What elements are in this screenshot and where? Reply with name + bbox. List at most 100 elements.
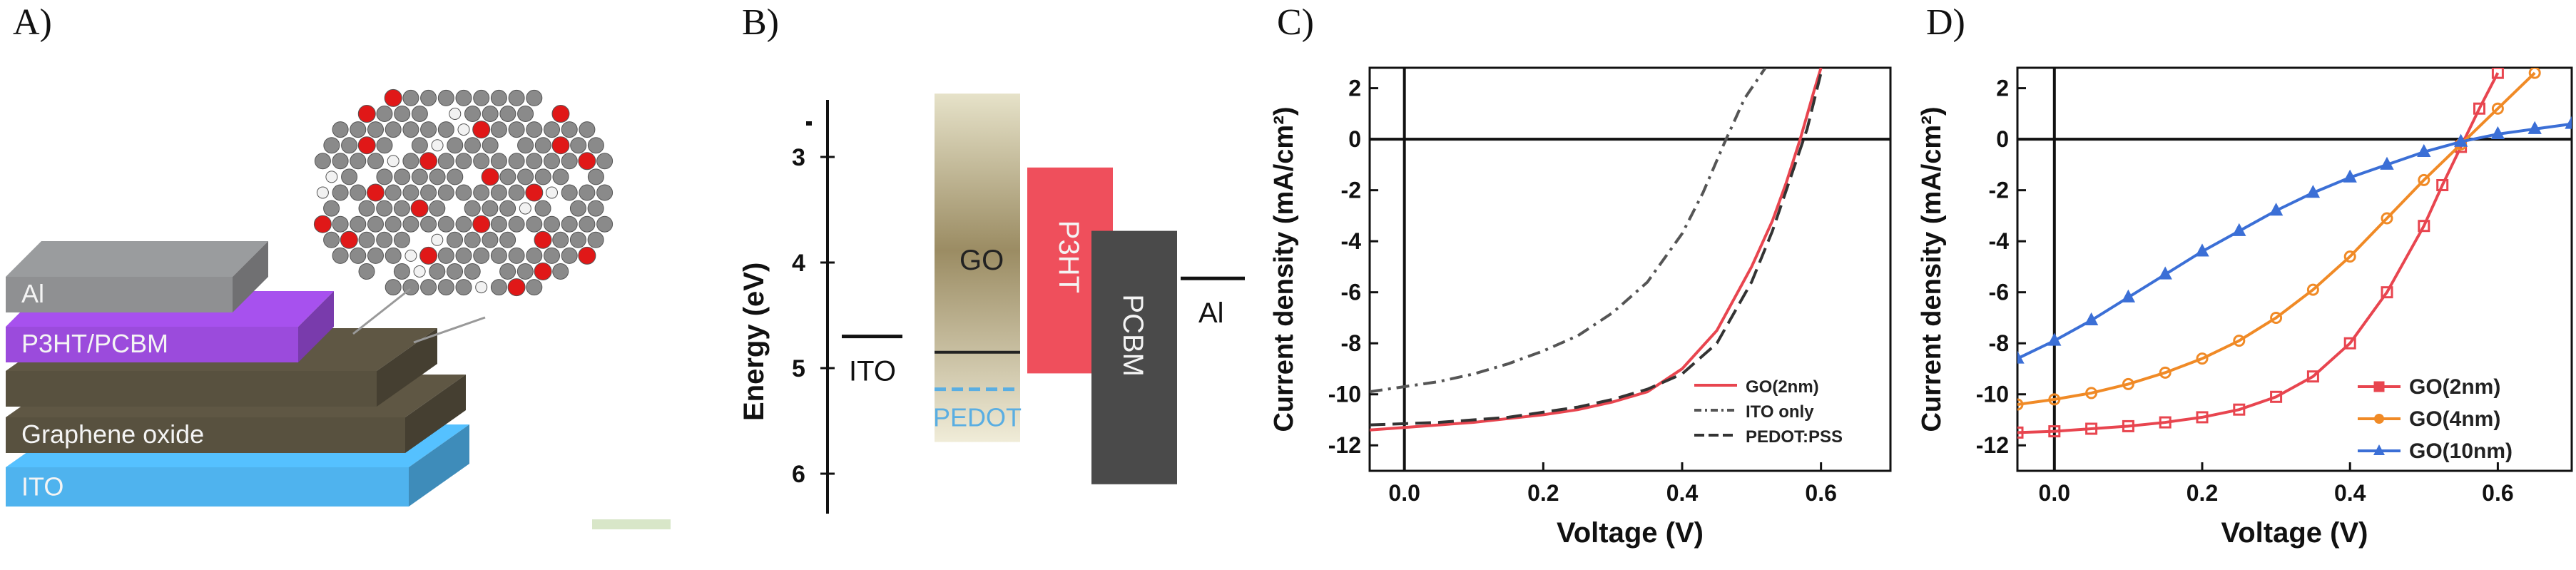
carbon-atom: [429, 263, 446, 280]
carbon-atom: [437, 247, 454, 264]
y-axis-label: Current density (mA/cm²): [1917, 106, 1947, 432]
carbon-atom: [332, 247, 349, 264]
data-point: [2017, 350, 2025, 364]
energy-axis-label: Energy (eV): [738, 263, 770, 421]
carbon-atom: [385, 215, 402, 233]
oxygen-atom: [367, 183, 385, 202]
carbon-atom: [508, 184, 525, 201]
carbon-atom: [499, 200, 516, 217]
carbon-atom: [464, 200, 481, 217]
layer-top-face: [6, 241, 268, 277]
legend-marker: [2373, 381, 2385, 392]
carbon-atom: [508, 215, 525, 233]
pcbm-band: [1091, 230, 1177, 484]
data-point: [2159, 416, 2172, 429]
carbon-atom: [393, 263, 410, 280]
carbon-atom: [596, 215, 614, 233]
data-point: [2418, 220, 2430, 233]
callout-line: [352, 287, 411, 335]
series-line-ito-only: [1370, 68, 1767, 394]
plot-area: [1370, 68, 1823, 432]
carbon-atom: [587, 231, 604, 248]
data-point: [2048, 393, 2061, 406]
carbon-atom: [508, 153, 525, 170]
carbon-atom: [447, 231, 464, 248]
hydrogen-atom: [404, 249, 417, 262]
hydrogen-atom: [546, 186, 558, 199]
carbon-atom: [490, 279, 507, 296]
carbon-atom: [393, 231, 410, 248]
carbon-atom: [508, 247, 525, 264]
carbon-atom: [455, 247, 472, 264]
layer-side-face: [233, 241, 268, 312]
layer-side-face: [298, 291, 334, 362]
carbon-atom: [394, 168, 411, 185]
hydrogen-atom: [457, 123, 470, 136]
oxygen-atom: [313, 215, 332, 233]
data-point: [2085, 387, 2098, 399]
carbon-atom: [402, 153, 419, 170]
device-schematic: A) ITO Graphene oxide P3HT/PCBM Al: [6, 2, 671, 529]
carbon-atom: [490, 184, 507, 201]
energy-tick-label: 6: [792, 461, 805, 488]
panel-b-energy-diagram: B) Energy (eV) 3 4 5 6 ITO GO PEDOT P3HT PCBM Al: [738, 0, 1256, 570]
legend-label: PEDOT:PSS: [1746, 427, 1843, 447]
data-point: [2491, 102, 2504, 115]
oxygen-atom: [472, 215, 491, 233]
carbon-atom: [526, 215, 543, 233]
carbon-atom: [544, 153, 560, 170]
carbon-atom: [517, 137, 534, 154]
x-tick-label: 0.2: [2186, 480, 2218, 506]
carbon-atom: [437, 184, 454, 201]
oxygen-atom: [481, 168, 499, 186]
carbon-atom: [464, 231, 481, 248]
oxygen-atom: [551, 136, 570, 155]
carbon-atom: [341, 137, 358, 154]
panel-b-label: B): [742, 2, 779, 43]
data-point: [2490, 126, 2505, 139]
energy-tick-label: 3: [792, 144, 805, 171]
carbon-atom: [534, 168, 551, 185]
energy-level-diagram: B) Energy (eV) 3 4 5 6 ITO GO PEDOT P3HT PCBM Al: [738, 2, 1245, 514]
carbon-atom: [367, 247, 384, 264]
data-point: [2121, 289, 2136, 302]
carbon-atom: [393, 200, 410, 217]
oxygen-atom: [578, 152, 596, 171]
x-tick-label: 0.0: [1388, 480, 1420, 506]
carbon-atom: [587, 168, 604, 185]
data-point: [2233, 403, 2246, 416]
carbon-atom: [508, 121, 525, 138]
carbon-atom: [437, 279, 454, 296]
data-point: [2418, 173, 2430, 186]
carbon-atom: [367, 153, 384, 170]
legend-marker: [2374, 414, 2384, 424]
carbon-atom: [437, 121, 454, 138]
carbon-atom: [429, 168, 446, 185]
carbon-atom: [490, 215, 507, 233]
carbon-atom: [517, 106, 534, 122]
p3ht-label: P3HT: [1053, 220, 1084, 293]
data-point: [2343, 337, 2356, 350]
carbon-atom: [367, 215, 384, 233]
data-point: [2269, 203, 2284, 216]
carbon-atom: [455, 184, 472, 201]
data-point: [2527, 121, 2542, 134]
carbon-atom: [596, 184, 614, 201]
carbon-atom: [447, 137, 464, 154]
oxygen-atom: [357, 136, 376, 155]
data-point: [2270, 311, 2283, 324]
carbon-atom: [420, 215, 437, 233]
data-point: [2122, 377, 2134, 390]
carbon-atom: [429, 200, 446, 217]
legend-label: GO(2nm): [2409, 375, 2500, 399]
carbon-atom: [552, 231, 569, 248]
x-tick-label: 0.2: [1527, 480, 1559, 506]
carbon-atom: [544, 121, 560, 138]
y-tick-label: -8: [1341, 330, 1361, 356]
carbon-atom: [455, 279, 472, 296]
data-point: [2473, 102, 2485, 115]
y-tick-label: -12: [1976, 432, 2009, 458]
graphene-oxide-molecule-icon: [313, 88, 614, 297]
hydrogen-atom: [325, 171, 338, 183]
carbon-atom: [587, 200, 604, 217]
